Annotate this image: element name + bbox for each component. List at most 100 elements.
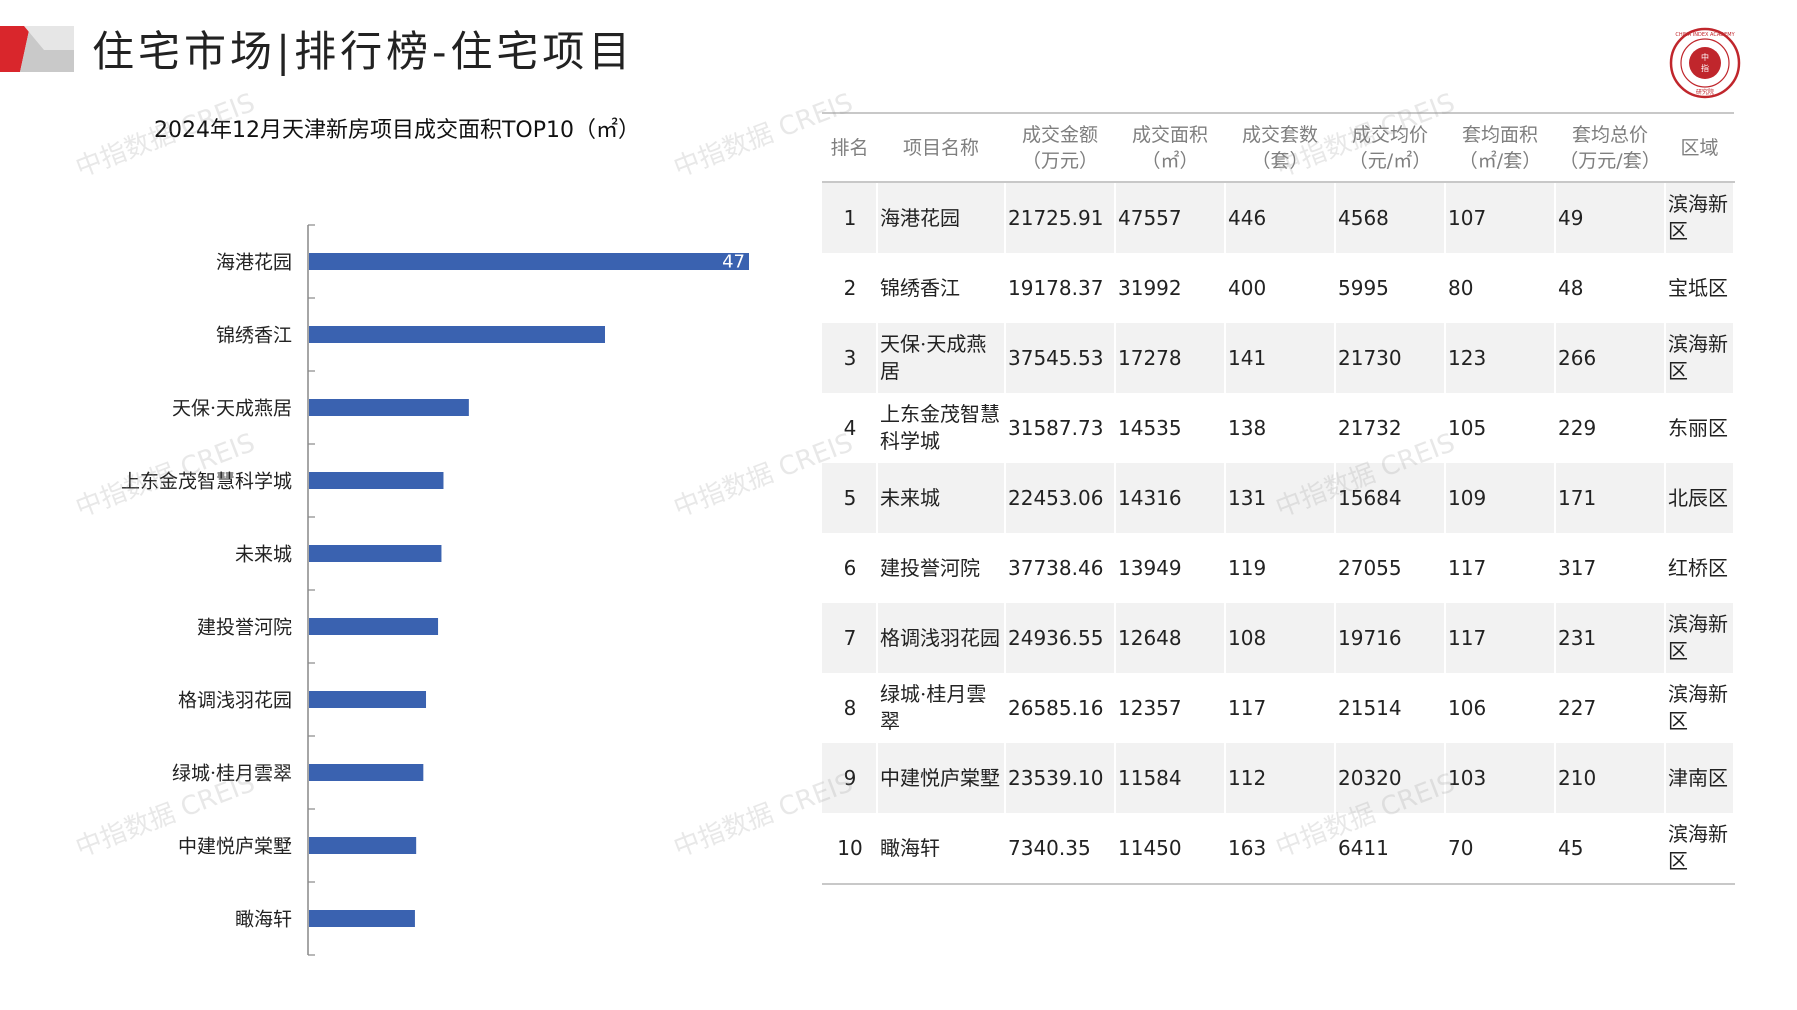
table-header-cell: 套均面积 （㎡/套） [1445, 112, 1555, 183]
bar-value-label: 47 [722, 252, 745, 273]
cell-avg-total: 48 [1555, 253, 1666, 323]
cell-amount: 22453.06 [1005, 463, 1116, 533]
cell-avg-area: 117 [1445, 603, 1556, 673]
cell-avg-area: 106 [1445, 673, 1556, 743]
svg-text:中: 中 [1701, 52, 1709, 62]
cell-avg-total: 171 [1555, 463, 1666, 533]
cell-amount: 21725.91 [1005, 182, 1116, 253]
table-header-cell: 成交金额 （万元） [1005, 112, 1115, 183]
china-index-academy-logo: 中 指 CHINA INDEX ACADEMY 研究院 [1669, 27, 1741, 99]
cell-avg-price: 21732 [1335, 393, 1446, 463]
cell-amount: 31587.73 [1005, 393, 1116, 463]
table-row: 4 上东金茂智慧科学城 31587.73 14535 138 21732 105 229 东丽区 [822, 393, 1735, 463]
cell-area: 14535 [1115, 393, 1226, 463]
cell-avg-total: 210 [1555, 743, 1666, 813]
cell-amount: 7340.35 [1005, 813, 1116, 885]
cell-avg-total: 49 [1555, 182, 1666, 253]
cell-avg-area: 70 [1445, 813, 1556, 885]
cell-district: 北辰区 [1665, 463, 1735, 533]
header-text: 项目名称 [902, 136, 979, 159]
page-title: 住宅市场|排行榜-住宅项目 [92, 27, 635, 76]
table-header-row: 排名 项目名称 成交金额 （万元） 成交面积 （㎡） 成交套数 （套） 成交均价 （元/㎡） 套均面… [822, 112, 1734, 183]
cell-avg-total: 227 [1555, 673, 1666, 743]
cell-avg-area: 117 [1445, 533, 1556, 603]
cell-rank: 1 [822, 182, 878, 253]
table-row: 6 建投誉河院 37738.46 13949 119 27055 117 317 红桥区 [822, 533, 1735, 603]
bar-chart: 海港花园 47 锦绣香江天保·天成燕居上东金茂智慧科学城未来城建投誉河院格调浅羽花园… [121, 224, 749, 956]
cell-area: 12357 [1115, 673, 1226, 743]
cell-district: 滨海新区 [1665, 603, 1735, 673]
cell-area: 17278 [1115, 323, 1226, 393]
cell-district: 滨海新区 [1665, 813, 1735, 885]
cell-amount: 24936.55 [1005, 603, 1116, 673]
cell-district: 东丽区 [1665, 393, 1735, 463]
cell-avg-area: 109 [1445, 463, 1556, 533]
bar [309, 545, 442, 562]
cell-area: 13949 [1115, 533, 1226, 603]
bar-category-label: 格调浅羽花园 [178, 690, 292, 712]
header-text: 套均面积 [1461, 123, 1538, 146]
bar [309, 253, 749, 270]
cell-district: 红桥区 [1665, 533, 1735, 603]
table-row: 5 未来城 22453.06 14316 131 15684 109 171 北辰区 [822, 463, 1735, 533]
cell-units: 112 [1225, 743, 1336, 813]
cell-amount: 37545.53 [1005, 323, 1116, 393]
cell-avg-total: 45 [1555, 813, 1666, 885]
bar-category-label: 瞰海轩 [235, 909, 292, 931]
bar-category-label: 未来城 [235, 544, 292, 566]
bar-category-label: 锦绣香江 [216, 325, 292, 347]
bar-category-label: 中建悦庐棠墅 [178, 836, 292, 858]
header-text: 成交均价 [1351, 123, 1428, 146]
cell-name: 绿城·桂月雲翠 [877, 673, 1006, 743]
cell-area: 11450 [1115, 813, 1226, 885]
cell-avg-price: 5995 [1335, 253, 1446, 323]
cell-district: 宝坻区 [1665, 253, 1735, 323]
bar [309, 910, 415, 927]
cell-amount: 26585.16 [1005, 673, 1116, 743]
cell-amount: 19178.37 [1005, 253, 1116, 323]
cell-units: 117 [1225, 673, 1336, 743]
bar [309, 764, 424, 781]
table-header-cell: 项目名称 [877, 112, 1005, 183]
cell-units: 119 [1225, 533, 1336, 603]
cell-avg-total: 229 [1555, 393, 1666, 463]
cell-district: 滨海新区 [1665, 323, 1735, 393]
svg-text:研究院: 研究院 [1696, 88, 1714, 96]
svg-text:CHINA INDEX ACADEMY: CHINA INDEX ACADEMY [1675, 32, 1735, 38]
cell-name: 海港花园 [877, 182, 1006, 253]
cell-avg-area: 103 [1445, 743, 1556, 813]
chart-title: 2024年12月天津新房项目成交面积TOP10（㎡） [154, 118, 640, 143]
header-unit: （㎡） [1141, 149, 1199, 172]
cell-name: 中建悦庐棠墅 [877, 743, 1006, 813]
cell-avg-price: 21730 [1335, 323, 1446, 393]
cell-avg-area: 80 [1445, 253, 1556, 323]
cell-name: 天保·天成燕居 [877, 323, 1006, 393]
cell-area: 11584 [1115, 743, 1226, 813]
table-body: 1 海港花园 21725.91 47557 446 4568 107 49 滨海新区 2 锦绣香江 1… [822, 182, 1735, 885]
cell-avg-area: 105 [1445, 393, 1556, 463]
header-unit: （㎡/套） [1458, 149, 1542, 172]
cell-rank: 10 [822, 813, 878, 885]
cell-district: 津南区 [1665, 743, 1735, 813]
bar [309, 399, 469, 416]
cell-name: 上东金茂智慧科学城 [877, 393, 1006, 463]
header-unit: （套） [1251, 149, 1309, 172]
bar-category-label: 绿城·桂月雲翠 [172, 763, 292, 785]
cell-avg-total: 231 [1555, 603, 1666, 673]
bar-category-label: 建投誉河院 [197, 617, 292, 639]
header-text: 套均总价 [1571, 123, 1648, 146]
header-text: 排名 [830, 136, 869, 159]
table-row: 7 格调浅羽花园 24936.55 12648 108 19716 117 231 滨海新区 [822, 603, 1735, 673]
cell-rank: 5 [822, 463, 878, 533]
table-header-cell: 区域 [1665, 112, 1734, 183]
bar [309, 691, 427, 708]
table-row: 3 天保·天成燕居 37545.53 17278 141 21730 123 266 滨海新区 [822, 323, 1735, 393]
cell-district: 滨海新区 [1665, 673, 1735, 743]
cell-name: 建投誉河院 [877, 533, 1006, 603]
cell-area: 14316 [1115, 463, 1226, 533]
header-decoration [0, 26, 74, 72]
cell-avg-price: 20320 [1335, 743, 1446, 813]
table-row: 8 绿城·桂月雲翠 26585.16 12357 117 21514 106 227 滨海新区 [822, 673, 1735, 743]
bar [309, 326, 605, 343]
header-unit: （元/㎡） [1348, 149, 1432, 172]
